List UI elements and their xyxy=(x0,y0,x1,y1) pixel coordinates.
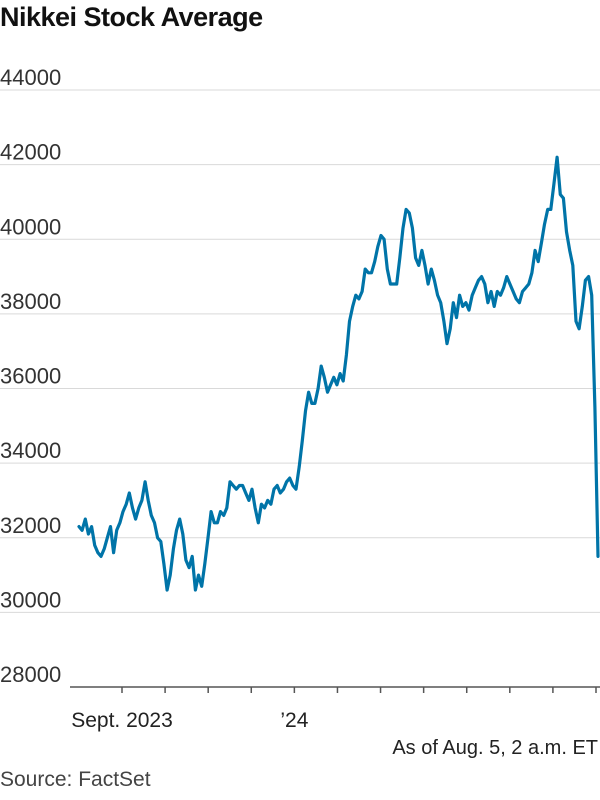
x-axis-labels: Sept. 2023 ’24 xyxy=(71,709,308,732)
y-tick-label: 34000 xyxy=(0,438,61,463)
y-tick-label: 40000 xyxy=(0,214,61,239)
y-tick-label: 32000 xyxy=(0,513,61,538)
y-tick-label: 44000 xyxy=(0,65,61,90)
source-label: Source: FactSet xyxy=(0,768,151,791)
chart-title: Nikkei Stock Average xyxy=(0,2,263,32)
y-tick-label: 30000 xyxy=(0,587,61,612)
x-tick-label: Sept. 2023 xyxy=(71,709,173,732)
y-axis-labels: 44000 42000 40000 38000 36000 34000 32000 30000… xyxy=(0,65,61,687)
x-tick-label: ’24 xyxy=(280,709,308,732)
y-tick-label: 42000 xyxy=(0,140,61,165)
series-line xyxy=(77,155,600,592)
x-axis xyxy=(70,686,600,693)
timestamp-note: As of Aug. 5, 2 a.m. ET xyxy=(392,737,598,759)
y-tick-label: 38000 xyxy=(0,289,61,314)
y-tick-label: 28000 xyxy=(0,662,61,687)
y-tick-label: 36000 xyxy=(0,364,61,389)
